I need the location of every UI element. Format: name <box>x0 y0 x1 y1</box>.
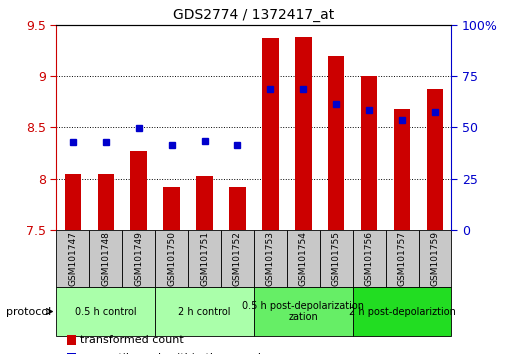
Text: percentile rank within the sample: percentile rank within the sample <box>80 353 267 354</box>
Text: GSM101752: GSM101752 <box>233 231 242 286</box>
Text: transformed count: transformed count <box>80 335 183 345</box>
Bar <box>122 230 155 287</box>
Text: 0.5 h post-depolarization
zation: 0.5 h post-depolarization zation <box>242 301 364 322</box>
Text: GSM101754: GSM101754 <box>299 231 308 286</box>
Bar <box>89 230 122 287</box>
Bar <box>196 176 213 230</box>
Bar <box>320 230 353 287</box>
Text: GSM101748: GSM101748 <box>101 231 110 286</box>
Text: 2 h post-depolariztion: 2 h post-depolariztion <box>349 307 456 316</box>
Title: GDS2774 / 1372417_at: GDS2774 / 1372417_at <box>173 8 334 22</box>
Bar <box>287 230 320 287</box>
Bar <box>427 90 443 230</box>
Bar <box>97 173 114 230</box>
Bar <box>353 287 451 336</box>
Bar <box>56 230 89 287</box>
Text: GSM101753: GSM101753 <box>266 231 275 286</box>
Text: GSM101749: GSM101749 <box>134 231 143 286</box>
Bar <box>295 37 311 230</box>
Text: protocol: protocol <box>6 307 51 316</box>
Text: 0.5 h control: 0.5 h control <box>75 307 136 316</box>
Bar <box>164 187 180 230</box>
Bar <box>221 230 254 287</box>
Bar <box>361 76 378 230</box>
Text: 2 h control: 2 h control <box>179 307 231 316</box>
Bar <box>229 187 246 230</box>
Text: GSM101759: GSM101759 <box>430 231 440 286</box>
Bar <box>155 230 188 287</box>
Text: GSM101750: GSM101750 <box>167 231 176 286</box>
Text: GSM101756: GSM101756 <box>365 231 373 286</box>
Bar <box>188 230 221 287</box>
Bar <box>254 287 353 336</box>
Bar <box>130 151 147 230</box>
Bar <box>65 173 81 230</box>
Text: GSM101757: GSM101757 <box>398 231 407 286</box>
Text: GSM101747: GSM101747 <box>68 231 77 286</box>
Bar <box>262 38 279 230</box>
Text: GSM101755: GSM101755 <box>332 231 341 286</box>
Text: GSM101751: GSM101751 <box>200 231 209 286</box>
Bar <box>328 56 344 230</box>
Bar <box>56 287 155 336</box>
Bar <box>394 109 410 230</box>
Bar <box>353 230 386 287</box>
Bar <box>419 230 451 287</box>
Bar <box>155 287 254 336</box>
Bar <box>386 230 419 287</box>
Bar <box>254 230 287 287</box>
